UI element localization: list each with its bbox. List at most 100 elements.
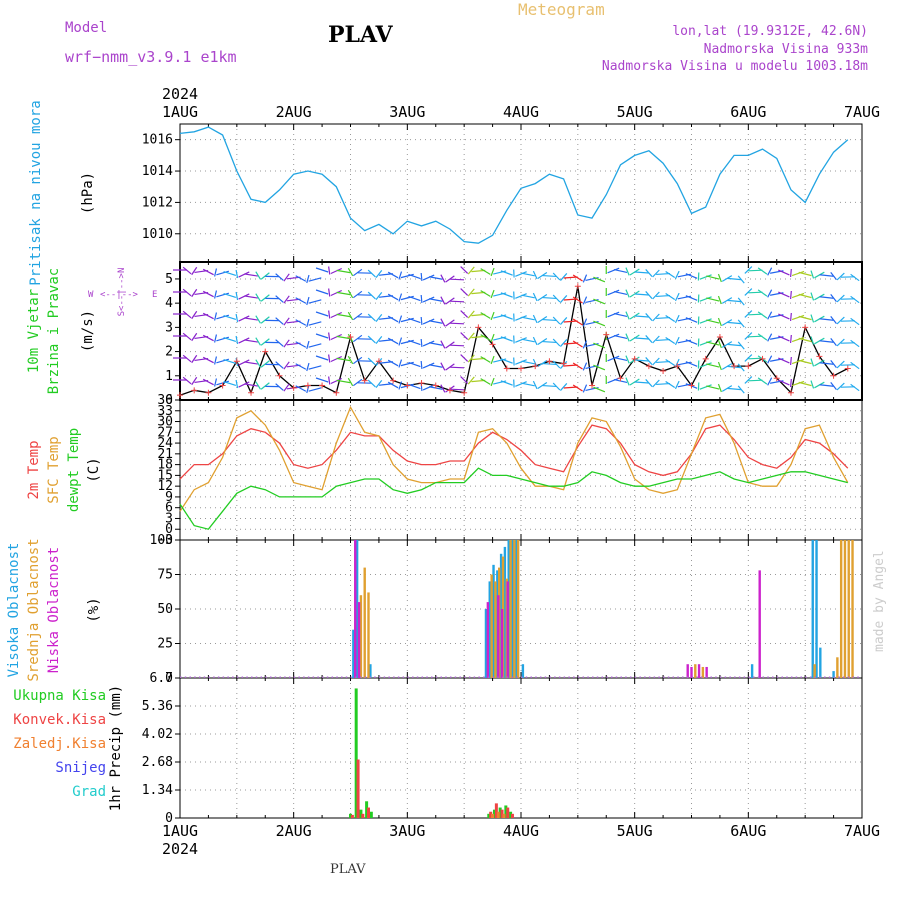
cloud-baseline-dot — [426, 676, 428, 678]
wind-arrow — [336, 313, 351, 318]
wind-arrow — [721, 341, 733, 348]
wind-arrow — [330, 377, 342, 385]
wind-arrow — [467, 332, 475, 341]
cloud-baseline-dot — [530, 676, 532, 678]
wind-arrow — [656, 272, 671, 276]
cloud-baseline-dot — [241, 676, 244, 678]
x-tick-label-top: 5AUG — [617, 103, 653, 121]
wind-arrow — [315, 377, 329, 383]
wind-arrow — [480, 356, 491, 363]
wind-arrow — [260, 272, 270, 280]
temp-axis-subtitle-2: dewpt Temp — [66, 428, 82, 512]
wind-arrow — [625, 311, 630, 320]
precip-bar-1 — [494, 803, 498, 818]
cloud-baseline-dot — [610, 676, 613, 678]
wind-arrow — [445, 297, 455, 305]
pressure-series-line — [179, 126, 849, 244]
cloud-baseline-dot — [431, 676, 433, 678]
wind-arrow — [593, 342, 606, 349]
cloud-baseline-dot — [852, 676, 855, 678]
wind-arrow — [572, 340, 583, 348]
wind-arrow — [563, 386, 578, 389]
temp-series-line-1 — [179, 405, 849, 512]
wind-arrow — [634, 315, 649, 318]
wind-arrow — [699, 318, 712, 324]
wind-arrow — [744, 288, 753, 296]
wind-arrow — [552, 272, 561, 281]
wind-arrow — [625, 377, 630, 386]
wind-arrow — [699, 340, 712, 346]
wind-arrow — [202, 378, 214, 386]
wind-arrow — [727, 387, 742, 391]
precip-bar-1 — [500, 809, 504, 818]
cloud-baseline-dot — [658, 676, 660, 678]
temp-axis-unit: (C) — [86, 457, 102, 482]
wind-arrow — [789, 268, 792, 278]
wind-arrow — [191, 310, 198, 320]
wind-arrow — [625, 267, 630, 276]
wind-arrow — [767, 333, 773, 342]
cloud-bar-low — [506, 581, 509, 678]
year-label-bottom: 2024 — [162, 840, 198, 858]
wind-arrow — [515, 271, 527, 277]
wind-axis-subtitle: Brzina i Pravac — [46, 268, 62, 394]
wind-arrow — [467, 288, 475, 297]
wind-arrow — [593, 276, 606, 283]
wind-arrow — [757, 311, 768, 319]
wind-arrow — [375, 313, 383, 323]
y-tick-label: 2.68 — [142, 755, 173, 770]
wind-arrow — [532, 380, 538, 390]
wind-gust-marker — [319, 382, 326, 389]
wind-gust-marker — [802, 324, 809, 331]
wind-arrow — [500, 270, 513, 276]
wind-arrow — [500, 314, 513, 320]
wind-arrow — [422, 296, 435, 303]
cloud-baseline-dot — [307, 676, 310, 678]
wind-arrow — [699, 274, 712, 280]
wind-arrow — [283, 361, 290, 370]
wind-arrow — [830, 315, 837, 325]
wind-arrow — [295, 319, 307, 326]
wind-arrow — [830, 271, 837, 281]
wind-arrow — [283, 383, 290, 392]
cloud-baseline-dot — [648, 676, 651, 678]
wind-arrow — [295, 363, 307, 370]
wind-arrow — [537, 271, 548, 280]
wind-arrow — [515, 359, 527, 365]
precip-bar-0 — [354, 688, 358, 818]
wind-arrow — [387, 337, 399, 345]
wind-arrow — [537, 315, 548, 324]
wind-arrow — [460, 266, 469, 274]
wind-gust-marker — [688, 382, 695, 389]
wind-arrow — [467, 310, 475, 319]
wind-arrow — [428, 320, 443, 324]
precip-bar-2 — [496, 811, 500, 818]
wind-arrow — [748, 335, 763, 338]
wind-arrow — [625, 289, 630, 298]
wind-arrow — [445, 319, 455, 327]
wind-arrow — [367, 313, 376, 322]
wind-arrow — [607, 267, 620, 274]
wind-arrow — [450, 366, 465, 369]
cloud-baseline-dot — [748, 676, 750, 678]
cloud-baseline-dot — [724, 676, 727, 678]
cloud-bar-mid — [839, 540, 843, 678]
wind-arrow — [656, 294, 671, 298]
wind-arrow — [582, 362, 588, 371]
wind-arrow — [260, 360, 270, 368]
cloud-baseline-dot — [525, 676, 528, 678]
wind-arrow — [717, 383, 722, 393]
y-tick-label: 9 — [165, 490, 173, 505]
wind-arrow — [216, 270, 230, 276]
cloud-axis-title-mid: Srednja Oblacnost — [26, 538, 42, 681]
station-title: PLAV — [328, 22, 393, 48]
wind-arrow — [295, 275, 307, 282]
altitude-label: Nadmorska Visina 933m — [703, 42, 868, 57]
wind-arrow — [460, 310, 469, 318]
wind-arrow — [542, 384, 557, 388]
precip-bar-1 — [366, 807, 370, 818]
wind-arrow — [727, 277, 742, 281]
wind-arrow — [450, 300, 465, 303]
